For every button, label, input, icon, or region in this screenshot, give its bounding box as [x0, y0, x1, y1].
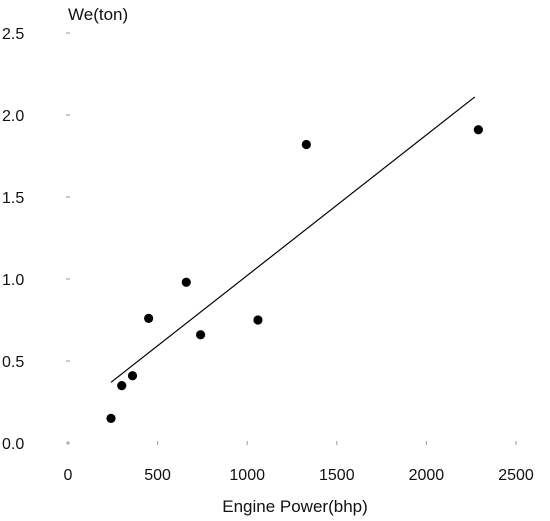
- x-tick-label: 0: [64, 467, 73, 484]
- y-tick-label: 2.5: [2, 26, 24, 43]
- x-tick-label: 2000: [409, 467, 445, 484]
- x-axis-title: Engine Power(bhp): [222, 497, 368, 516]
- data-point: [106, 413, 116, 423]
- y-axis-title: We(ton): [68, 5, 128, 24]
- x-tick-label: 2500: [498, 467, 534, 484]
- data-point: [117, 381, 127, 391]
- y-tick-label: 1.5: [2, 190, 24, 207]
- y-tick-label: 1.0: [2, 272, 24, 289]
- data-point: [181, 277, 191, 287]
- data-point: [473, 125, 483, 135]
- x-tick-label: 1500: [319, 467, 355, 484]
- data-point: [144, 313, 154, 323]
- y-tick-label: 0.0: [2, 436, 24, 453]
- y-tick-label: 0.5: [2, 354, 24, 371]
- y-tick-label: 2.0: [2, 108, 24, 125]
- x-tick-label: 1000: [229, 467, 265, 484]
- plot-area: 0.0 0.5 1.0 1.5 2.0 2.5 0 500 1000 1500 2000 2500: [2, 26, 534, 484]
- trend-line: [110, 96, 476, 383]
- data-point: [301, 139, 311, 150]
- data-point: [127, 371, 138, 381]
- data-point: [253, 315, 263, 325]
- x-tick-label: 500: [144, 467, 171, 484]
- data-point: [196, 330, 206, 340]
